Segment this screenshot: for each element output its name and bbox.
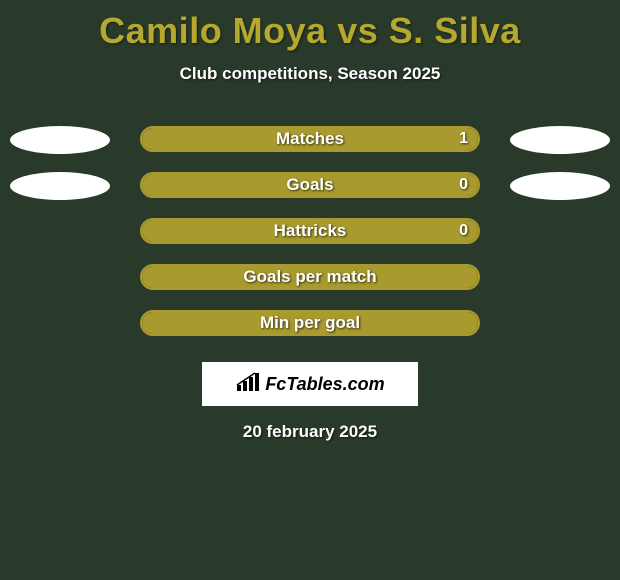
stat-label: Goals xyxy=(142,174,478,196)
stat-row: Goals per match xyxy=(0,262,620,308)
ellipse-left xyxy=(10,126,110,154)
ellipse-right xyxy=(510,172,610,200)
stat-row: Goals0 xyxy=(0,170,620,216)
stat-value: 1 xyxy=(459,128,468,150)
stat-bar: Min per goal xyxy=(140,310,480,336)
logo-box: FcTables.com xyxy=(202,362,418,406)
ellipse-left xyxy=(10,172,110,200)
stat-label: Hattricks xyxy=(142,220,478,242)
chart-icon xyxy=(235,371,261,398)
page-subtitle: Club competitions, Season 2025 xyxy=(0,64,620,84)
logo-text: FcTables.com xyxy=(265,374,384,395)
stat-label: Min per goal xyxy=(142,312,478,334)
stat-value: 0 xyxy=(459,174,468,196)
stat-bar: Goals0 xyxy=(140,172,480,198)
stat-row: Hattricks0 xyxy=(0,216,620,262)
stat-row: Matches1 xyxy=(0,124,620,170)
ellipse-right xyxy=(510,126,610,154)
stat-value: 0 xyxy=(459,220,468,242)
stats-container: Matches1Goals0Hattricks0Goals per matchM… xyxy=(0,124,620,354)
stat-label: Goals per match xyxy=(142,266,478,288)
stat-label: Matches xyxy=(142,128,478,150)
stat-bar: Matches1 xyxy=(140,126,480,152)
stat-row: Min per goal xyxy=(0,308,620,354)
date-label: 20 february 2025 xyxy=(0,422,620,442)
stat-bar: Goals per match xyxy=(140,264,480,290)
stat-bar: Hattricks0 xyxy=(140,218,480,244)
page-title: Camilo Moya vs S. Silva xyxy=(0,0,620,52)
